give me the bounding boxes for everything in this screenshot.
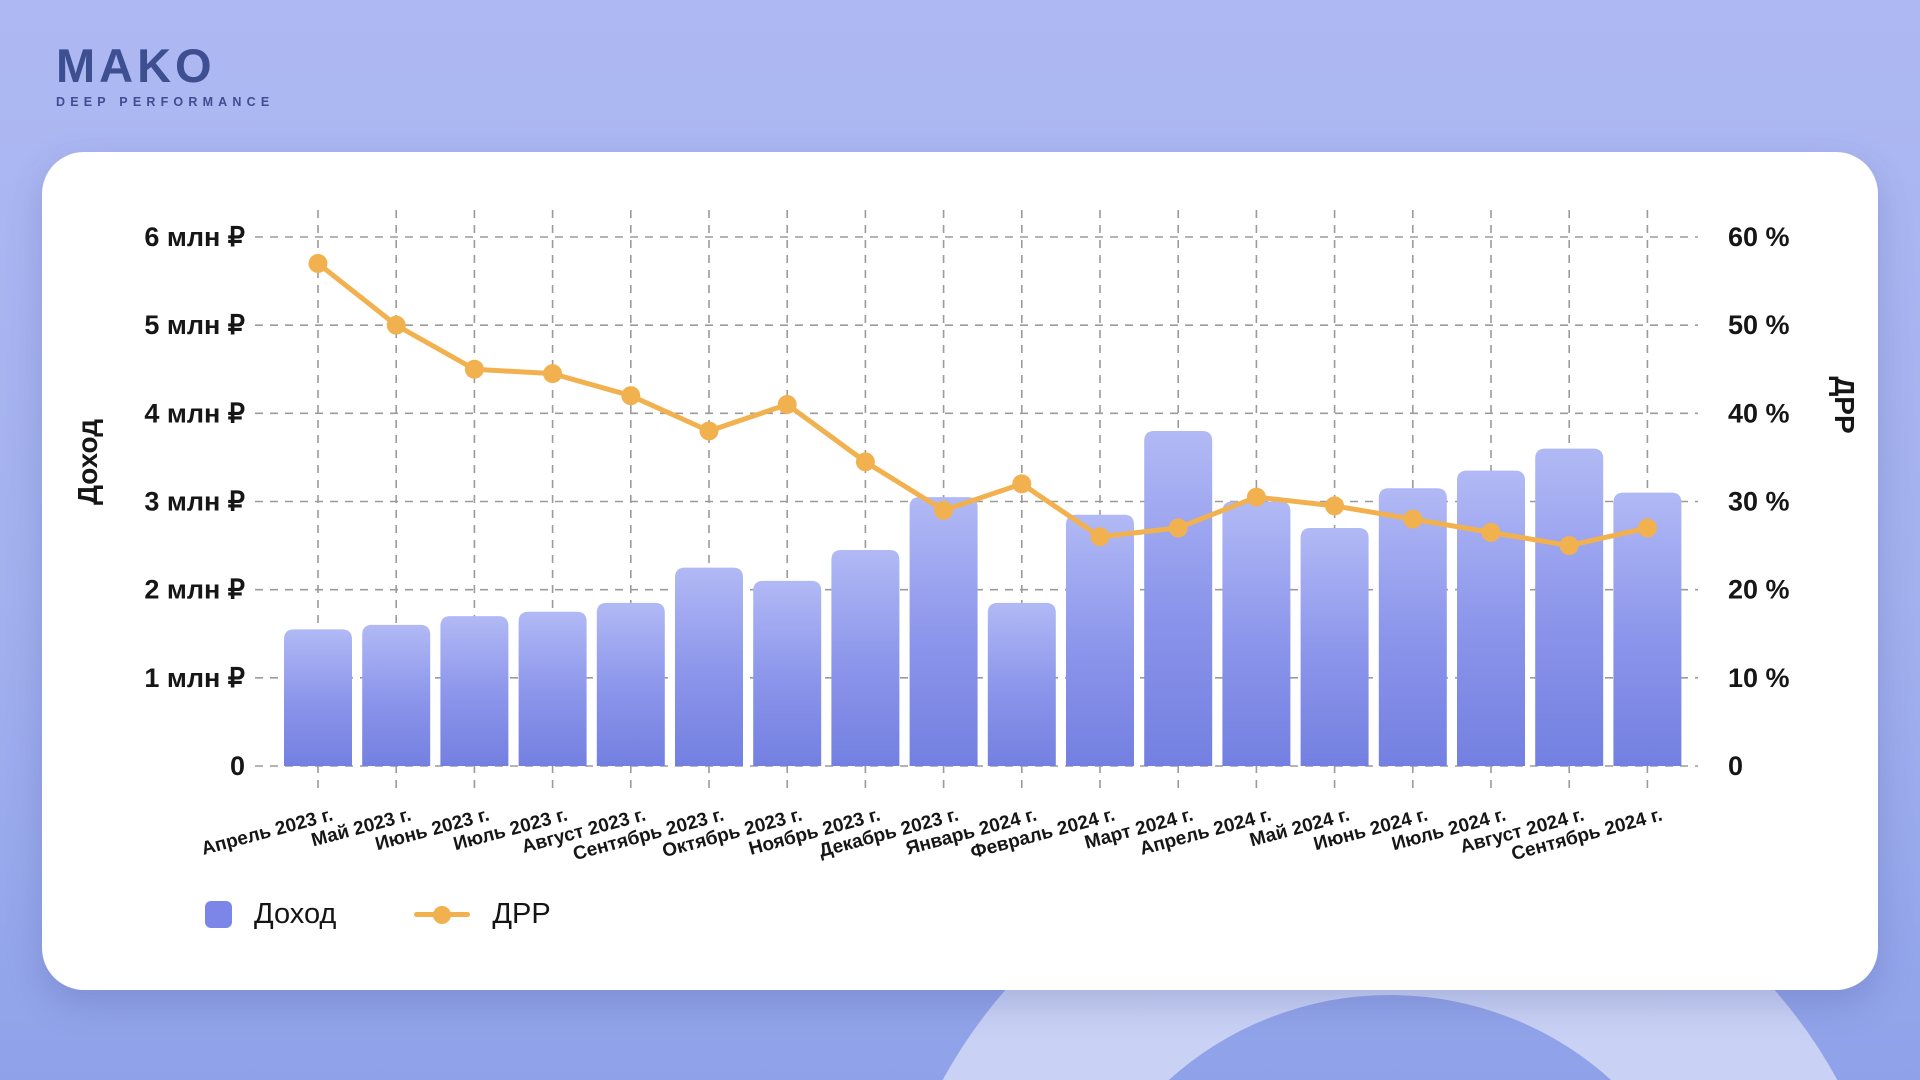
income-bar <box>909 497 978 766</box>
income-bar <box>831 549 900 766</box>
legend-label-income: Доход <box>254 898 337 930</box>
right-axis-tick: 10 % <box>1728 663 1790 693</box>
left-axis-tick: 1 млн ₽ <box>144 663 245 693</box>
drr-point <box>777 395 797 415</box>
income-bar <box>675 567 743 766</box>
drr-point <box>1325 496 1345 516</box>
left-axis-tick: 6 млн ₽ <box>144 222 245 252</box>
drr-point <box>1168 518 1188 538</box>
income-bar <box>518 611 587 766</box>
drr-point <box>855 452 875 472</box>
drr-point <box>1481 522 1501 542</box>
drr-point <box>464 359 484 379</box>
left-axis-tick: 4 млн ₽ <box>144 398 245 428</box>
income-bar <box>1300 527 1369 766</box>
legend-item-drr: ДРР <box>414 898 551 931</box>
drr-point <box>1012 474 1032 494</box>
right-axis-title: ДРР <box>1829 376 1860 433</box>
income-bar <box>1613 492 1682 766</box>
chart-legend: Доход ДРР <box>205 898 551 931</box>
income-bar <box>596 602 665 766</box>
drr-point <box>621 386 641 406</box>
left-axis-tick: 3 млн ₽ <box>144 487 245 517</box>
logo-wordmark: MAKO <box>56 39 216 92</box>
drr-line <box>315 260 1650 549</box>
income-bar <box>1535 448 1604 766</box>
combo-chart: 0 1 млн ₽ 2 млн ₽ 3 млн ₽ 4 млн ₽ 5 млн ₽ 6 мл… <box>72 210 1860 865</box>
right-axis-tick: 40 % <box>1728 398 1790 428</box>
legend-label-drr: ДРР <box>492 898 551 930</box>
drr-point <box>934 500 954 520</box>
drr-point <box>1559 536 1579 556</box>
income-bar <box>440 616 509 766</box>
right-axis-tick: 60 % <box>1728 222 1790 252</box>
drr-point <box>386 315 406 335</box>
left-axis-tick: 2 млн ₽ <box>144 575 245 605</box>
drr-point <box>699 421 719 441</box>
drr-line-sample-icon <box>414 905 471 925</box>
drr-point <box>308 253 328 273</box>
chart-card: 0 1 млн ₽ 2 млн ₽ 3 млн ₽ 4 млн ₽ 5 млн ₽ 6 мл… <box>42 152 1878 990</box>
logo-tagline: DEEP PERFORMANCE <box>56 95 275 109</box>
left-axis-tick: 0 <box>230 751 245 781</box>
income-bar <box>987 602 1056 766</box>
drr-point <box>1637 518 1657 538</box>
drr-point <box>543 364 563 384</box>
income-swatch-icon <box>205 901 232 928</box>
legend-item-income: Доход <box>205 898 336 931</box>
income-bar <box>1457 470 1525 766</box>
income-bar <box>1378 488 1447 766</box>
income-bar <box>362 624 431 766</box>
right-axis-tick: 0 <box>1728 751 1743 781</box>
income-bar <box>1222 501 1291 766</box>
drr-point <box>1403 509 1423 529</box>
income-bar <box>753 580 822 766</box>
drr-point <box>1090 527 1110 547</box>
drr-point <box>1246 487 1266 507</box>
income-bar <box>1066 514 1134 766</box>
income-bar <box>1144 430 1213 766</box>
logo: MAKO DEEP PERFORMANCE <box>56 42 274 109</box>
right-axis-tick: 30 % <box>1728 487 1790 517</box>
left-axis-title: Доход <box>72 419 103 505</box>
left-axis-tick: 5 млн ₽ <box>144 310 245 340</box>
income-bar <box>284 629 352 766</box>
right-axis-tick: 20 % <box>1728 575 1790 605</box>
right-axis-tick: 50 % <box>1728 310 1790 340</box>
